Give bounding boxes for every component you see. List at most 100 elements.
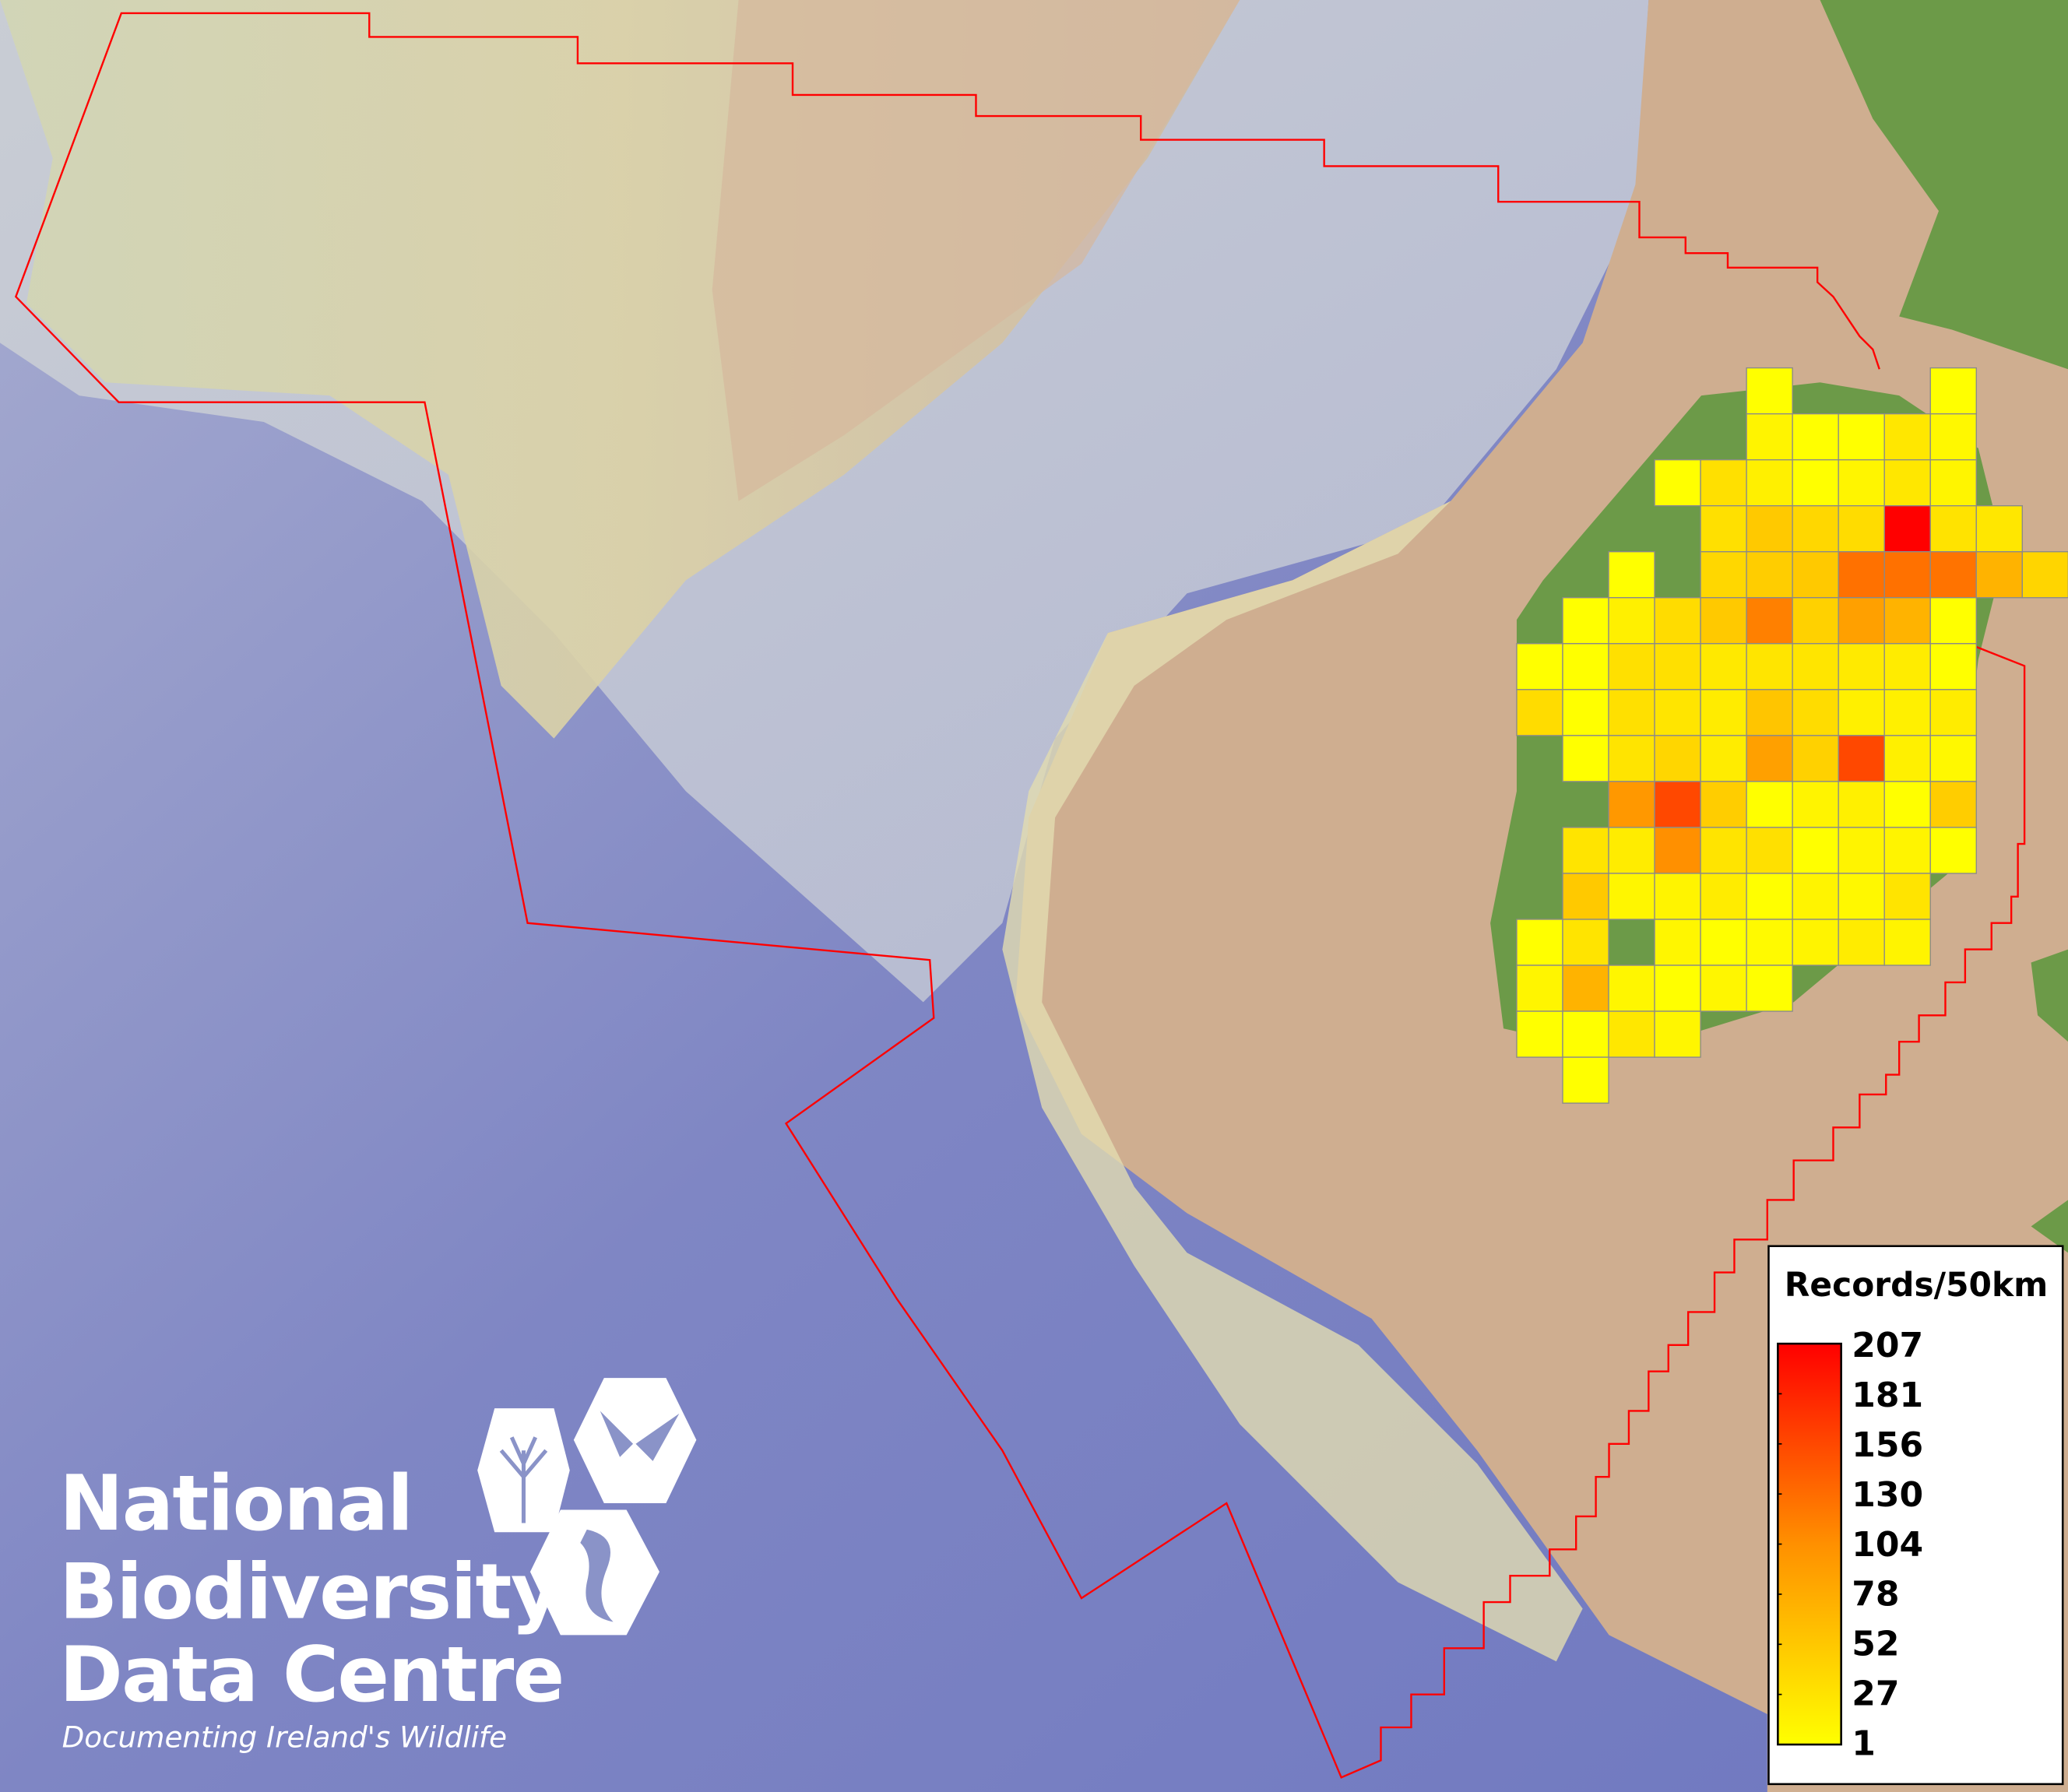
- grid-cell[interactable]: [1746, 643, 1793, 690]
- grid-cell[interactable]: [1700, 459, 1747, 507]
- grid-cell[interactable]: [1700, 689, 1747, 736]
- grid-cell[interactable]: [1516, 643, 1563, 690]
- grid-cell[interactable]: [1608, 735, 1655, 782]
- grid-cell[interactable]: [1929, 827, 1977, 874]
- grid-cell[interactable]: [1700, 965, 1747, 1012]
- grid-cell[interactable]: [1516, 1010, 1563, 1058]
- grid-cell[interactable]: [1700, 781, 1747, 828]
- grid-cell[interactable]: [1929, 367, 1977, 415]
- grid-cell[interactable]: [1700, 551, 1747, 599]
- grid-cell[interactable]: [1883, 873, 1931, 920]
- grid-cell[interactable]: [1654, 965, 1701, 1012]
- grid-cell[interactable]: [1746, 459, 1793, 507]
- grid-cell[interactable]: [1746, 827, 1793, 874]
- grid-cell[interactable]: [1746, 367, 1793, 415]
- grid-cell[interactable]: [1562, 919, 1609, 966]
- grid-cell[interactable]: [1883, 919, 1931, 966]
- grid-cell[interactable]: [1562, 735, 1609, 782]
- grid-cell[interactable]: [1654, 1010, 1701, 1058]
- grid-cell[interactable]: [1700, 643, 1747, 690]
- grid-cell[interactable]: [1929, 505, 1977, 553]
- grid-cell[interactable]: [1746, 965, 1793, 1012]
- grid-cell[interactable]: [1608, 873, 1655, 920]
- grid-cell[interactable]: [1562, 1010, 1609, 1058]
- grid-cell[interactable]: [1838, 459, 1885, 507]
- grid-cell[interactable]: [1838, 735, 1885, 782]
- grid-cell[interactable]: [1516, 919, 1563, 966]
- grid-cell[interactable]: [1929, 551, 1977, 599]
- grid-cell[interactable]: [1792, 413, 1839, 461]
- grid-cell[interactable]: [1700, 827, 1747, 874]
- grid-cell[interactable]: [1654, 459, 1701, 507]
- grid-cell[interactable]: [1883, 459, 1931, 507]
- grid-cell[interactable]: [1746, 735, 1793, 782]
- grid-cell[interactable]: [1883, 643, 1931, 690]
- grid-cell[interactable]: [1700, 505, 1747, 553]
- grid-cell[interactable]: [1929, 597, 1977, 645]
- grid-cell[interactable]: [1746, 597, 1793, 645]
- grid-cell[interactable]: [1608, 781, 1655, 828]
- grid-cell[interactable]: [1608, 689, 1655, 736]
- grid-cell[interactable]: [1792, 597, 1839, 645]
- grid-cell[interactable]: [1792, 873, 1839, 920]
- grid-cell[interactable]: [1746, 873, 1793, 920]
- grid-cell[interactable]: [1746, 781, 1793, 828]
- grid-cell[interactable]: [1654, 643, 1701, 690]
- grid-cell[interactable]: [1883, 597, 1931, 645]
- grid-cell[interactable]: [1838, 643, 1885, 690]
- grid-cell[interactable]: [1654, 597, 1701, 645]
- grid-cell[interactable]: [1883, 689, 1931, 736]
- grid-cell[interactable]: [1746, 919, 1793, 966]
- grid-cell[interactable]: [1608, 965, 1655, 1012]
- grid-cell[interactable]: [1654, 735, 1701, 782]
- grid-cell[interactable]: [1975, 505, 2023, 553]
- grid-cell[interactable]: [1838, 505, 1885, 553]
- grid-cell[interactable]: [1929, 643, 1977, 690]
- grid-cell[interactable]: [1516, 689, 1563, 736]
- grid-cell[interactable]: [1700, 919, 1747, 966]
- grid-cell[interactable]: [1883, 781, 1931, 828]
- grid-cell[interactable]: [1883, 413, 1931, 461]
- grid-cell[interactable]: [1608, 1010, 1655, 1058]
- grid-cell[interactable]: [1883, 827, 1931, 874]
- grid-cell[interactable]: [1929, 413, 1977, 461]
- grid-cell[interactable]: [1838, 919, 1885, 966]
- grid-cell[interactable]: [2021, 551, 2068, 599]
- grid-cell[interactable]: [1883, 551, 1931, 599]
- grid-cell[interactable]: [1792, 643, 1839, 690]
- grid-cell[interactable]: [1838, 597, 1885, 645]
- grid-cell[interactable]: [1562, 873, 1609, 920]
- grid-cell[interactable]: [1838, 551, 1885, 599]
- grid-cell[interactable]: [1562, 689, 1609, 736]
- grid-cell[interactable]: [1746, 505, 1793, 553]
- grid-cell[interactable]: [1746, 689, 1793, 736]
- grid-cell[interactable]: [1608, 551, 1655, 599]
- grid-cell[interactable]: [1562, 965, 1609, 1012]
- grid-cell[interactable]: [1562, 597, 1609, 645]
- grid-cell[interactable]: [1929, 459, 1977, 507]
- grid-cell[interactable]: [1700, 597, 1747, 645]
- grid-cell[interactable]: [1654, 689, 1701, 736]
- grid-cell[interactable]: [1792, 735, 1839, 782]
- grid-cell[interactable]: [1700, 873, 1747, 920]
- grid-cell[interactable]: [1608, 827, 1655, 874]
- grid-cell[interactable]: [1746, 413, 1793, 461]
- grid-cell[interactable]: [1608, 597, 1655, 645]
- grid-cell[interactable]: [1792, 551, 1839, 599]
- grid-cell[interactable]: [1838, 413, 1885, 461]
- grid-cell[interactable]: [1975, 551, 2023, 599]
- grid-cell[interactable]: [1562, 643, 1609, 690]
- grid-cell[interactable]: [1654, 919, 1701, 966]
- grid-cell[interactable]: [1654, 781, 1701, 828]
- grid-cell[interactable]: [1792, 919, 1839, 966]
- grid-cell[interactable]: [1792, 689, 1839, 736]
- grid-cell[interactable]: [1838, 781, 1885, 828]
- grid-cell[interactable]: [1792, 505, 1839, 553]
- grid-cell[interactable]: [1700, 735, 1747, 782]
- grid-cell[interactable]: [1883, 505, 1931, 553]
- grid-cell[interactable]: [1929, 689, 1977, 736]
- grid-cell[interactable]: [1929, 735, 1977, 782]
- grid-cell[interactable]: [1929, 781, 1977, 828]
- grid-cell[interactable]: [1792, 781, 1839, 828]
